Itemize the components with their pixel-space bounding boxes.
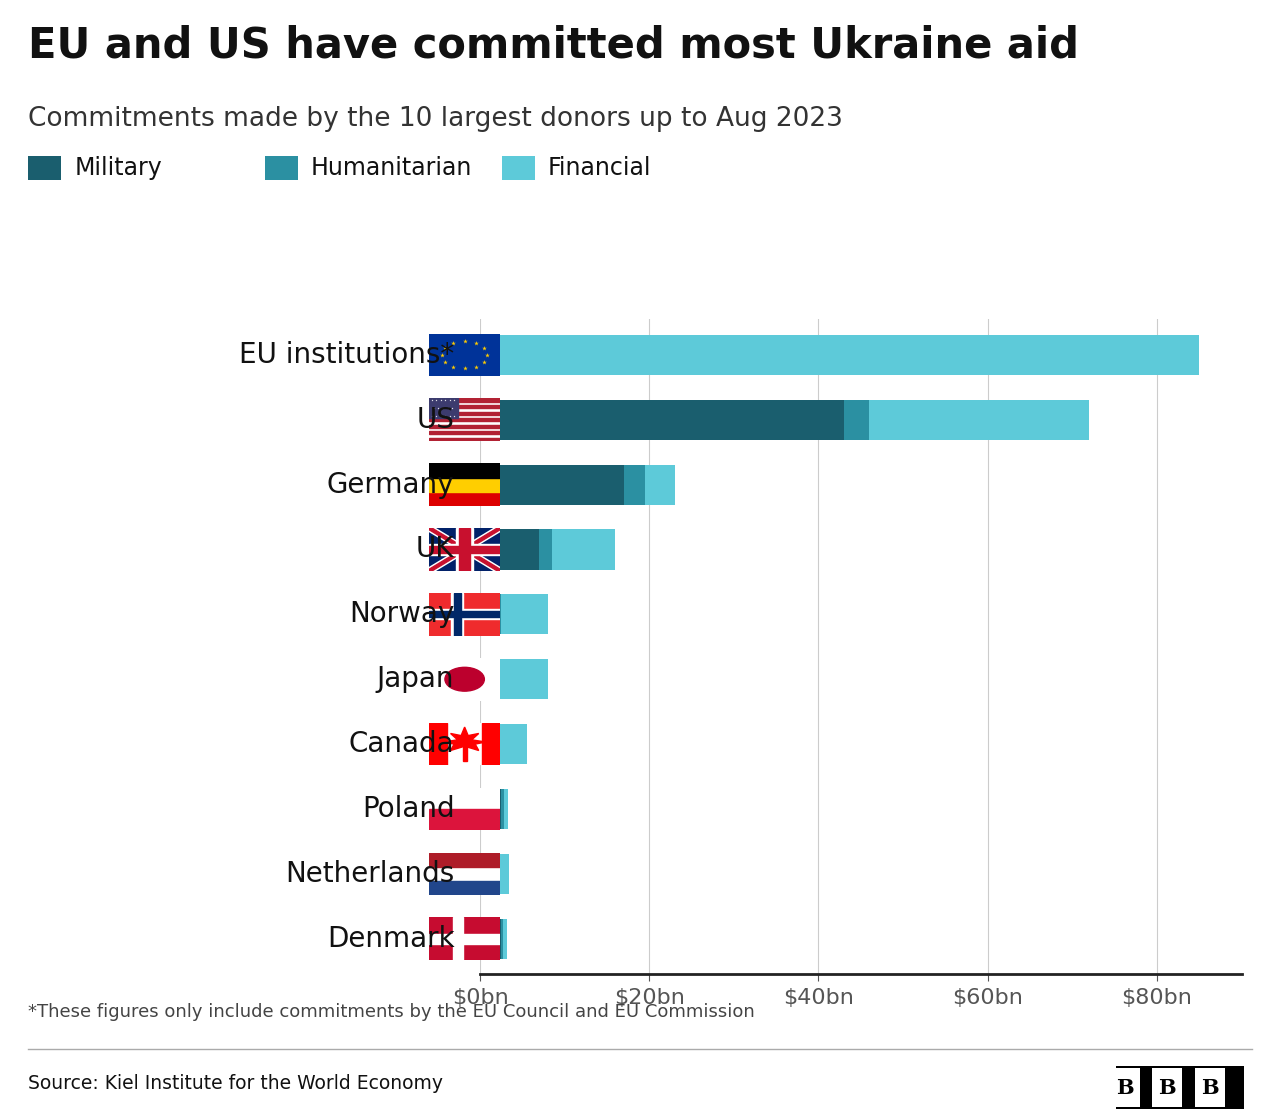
Bar (460, 529, 470, 571)
Polygon shape (429, 529, 465, 550)
Text: Humanitarian: Humanitarian (311, 156, 472, 180)
Text: Source: Kiel Institute for the World Economy: Source: Kiel Institute for the World Eco… (28, 1074, 443, 1092)
Text: Germany: Germany (326, 470, 454, 498)
Bar (503, 918, 507, 959)
Bar (645, 465, 675, 505)
Text: UK: UK (416, 535, 454, 563)
Polygon shape (465, 550, 499, 571)
FancyBboxPatch shape (1196, 1068, 1225, 1107)
Bar (429, 399, 457, 418)
Bar (480, 918, 502, 959)
Bar (429, 852, 499, 867)
Bar (483, 722, 499, 765)
Bar (456, 529, 474, 571)
Text: US: US (416, 405, 454, 433)
Bar (429, 722, 447, 765)
Bar (489, 660, 548, 699)
Polygon shape (465, 550, 499, 571)
Bar (462, 746, 467, 762)
Bar (429, 431, 499, 435)
Text: Japan: Japan (376, 665, 454, 693)
Polygon shape (465, 529, 499, 550)
Text: B: B (1201, 1077, 1219, 1098)
Text: *These figures only include commitments by the EU Council and EU Commission: *These figures only include commitments … (28, 1004, 755, 1021)
Bar (429, 438, 499, 441)
Bar (480, 853, 493, 894)
Text: Financial: Financial (548, 156, 652, 180)
Bar (504, 788, 508, 829)
Bar (429, 424, 499, 428)
Bar (480, 465, 623, 505)
Text: Commitments made by the 10 largest donors up to Aug 2023: Commitments made by the 10 largest donor… (28, 106, 844, 132)
Bar (429, 544, 499, 554)
Bar (844, 400, 869, 440)
Bar (429, 492, 499, 506)
Bar (480, 400, 844, 440)
Bar (493, 724, 497, 764)
Bar (480, 335, 489, 375)
Bar (480, 788, 502, 829)
Bar (480, 595, 493, 634)
Bar (429, 477, 499, 492)
Bar (497, 853, 508, 894)
Text: EU institutions*: EU institutions* (239, 340, 454, 368)
Bar (552, 530, 616, 570)
Bar (453, 917, 462, 960)
Bar (429, 405, 499, 409)
Polygon shape (429, 529, 465, 550)
Text: Netherlands: Netherlands (285, 860, 454, 888)
Bar (493, 853, 497, 894)
Polygon shape (429, 550, 465, 571)
Polygon shape (465, 529, 499, 550)
Text: B: B (1158, 1077, 1176, 1098)
Bar (429, 881, 499, 895)
Bar (429, 612, 499, 617)
Bar (429, 934, 499, 944)
Bar (429, 609, 499, 619)
Bar (429, 547, 499, 553)
Bar (429, 464, 499, 477)
Bar (539, 530, 552, 570)
Bar (454, 594, 461, 636)
Bar (493, 595, 502, 634)
Bar (480, 724, 493, 764)
Bar (429, 809, 499, 830)
Circle shape (445, 668, 484, 691)
Text: Norway: Norway (349, 600, 454, 628)
FancyBboxPatch shape (1152, 1068, 1183, 1107)
Polygon shape (429, 550, 465, 571)
Text: Poland: Poland (362, 795, 454, 823)
Bar (502, 595, 548, 634)
Bar (429, 411, 499, 414)
Polygon shape (443, 727, 485, 750)
Bar (502, 918, 503, 959)
Text: Military: Military (74, 156, 163, 180)
Bar (502, 788, 504, 829)
Bar (480, 530, 539, 570)
FancyBboxPatch shape (1110, 1068, 1139, 1107)
Text: Denmark: Denmark (326, 925, 454, 953)
Bar (480, 660, 489, 699)
Bar (869, 400, 1089, 440)
Bar (623, 465, 645, 505)
Bar (429, 399, 499, 402)
Bar (429, 418, 499, 421)
Bar (497, 724, 526, 764)
Text: B: B (1116, 1077, 1134, 1098)
Bar (452, 594, 463, 636)
Bar (489, 335, 1199, 375)
Text: Canada: Canada (348, 730, 454, 758)
Text: EU and US have committed most Ukraine aid: EU and US have committed most Ukraine ai… (28, 25, 1079, 67)
